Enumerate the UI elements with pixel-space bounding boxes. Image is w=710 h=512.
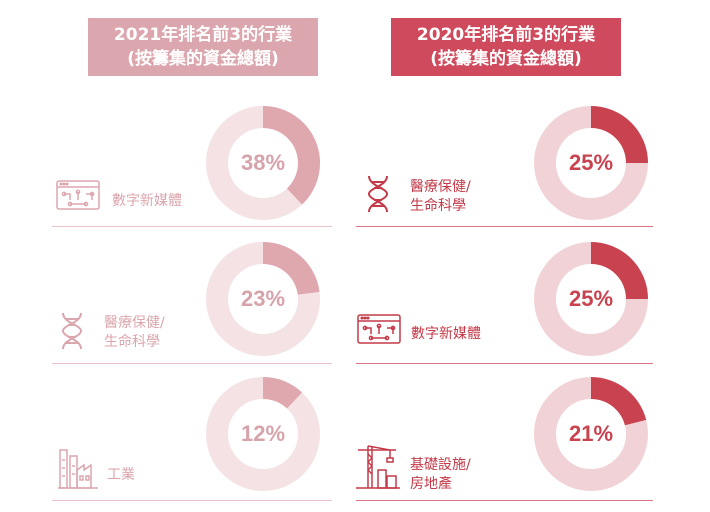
donut-2021-healthcare: 23%	[204, 240, 322, 358]
donut-segment	[591, 242, 648, 299]
industry-label-2020-row3: 基礎設施/ 房地產	[410, 457, 471, 492]
donut-value-label: 38%	[240, 150, 286, 175]
row-divider	[356, 363, 653, 364]
donut-value-label: 23%	[240, 286, 286, 311]
industry-label-2021-row2: 醫療保健/ 生命科學	[104, 315, 165, 350]
donut-2021-digital-media: 38%	[204, 104, 322, 222]
donut-value-label: 25%	[568, 286, 614, 311]
row-divider	[52, 363, 332, 364]
header-2020-title: 2020年排名前3的行業	[416, 25, 596, 45]
donut-value-label: 21%	[568, 421, 614, 446]
donut-segment	[263, 377, 303, 409]
donut-svg	[206, 106, 320, 220]
donut-value-label: 25%	[568, 150, 614, 175]
donut-2020-infrastructure: 21%	[532, 375, 650, 493]
header-2021-title: 2021年排名前3的行業	[113, 25, 293, 45]
row-divider	[52, 500, 332, 501]
crane-icon	[356, 445, 400, 489]
donut-svg	[534, 106, 648, 220]
donut-segment	[591, 377, 647, 426]
donut-segment	[263, 242, 320, 295]
donut-svg	[534, 242, 648, 356]
donut-2020-healthcare: 25%	[532, 104, 650, 222]
donut-svg	[206, 242, 320, 356]
dna-icon	[61, 312, 83, 350]
donut-segment	[263, 106, 320, 205]
donut-svg	[534, 377, 648, 491]
header-2021: 2021年排名前3的行業 (按籌集的資金總額)	[88, 18, 318, 76]
row-divider	[356, 226, 653, 227]
industry-label-2020-row1: 醫療保健/ 生命科學	[410, 179, 471, 214]
donut-2020-digital-media: 25%	[532, 240, 650, 358]
digital-media-icon	[357, 314, 401, 344]
digital-media-icon	[56, 180, 100, 210]
row-divider	[52, 226, 332, 227]
donut-2021-industrial: 12%	[204, 375, 322, 493]
donut-svg	[206, 377, 320, 491]
donut-value-label: 12%	[240, 421, 286, 446]
industry-label-2021-row1: 數字新媒體	[112, 193, 182, 209]
industry-label-2020-row2: 數字新媒體	[411, 326, 481, 342]
dna-icon	[367, 175, 389, 213]
donut-segment	[591, 106, 648, 163]
industry-label-2021-row3: 工業	[107, 467, 135, 483]
header-2020-subtitle: (按籌集的資金總額)	[430, 49, 582, 69]
row-divider	[356, 500, 653, 501]
factory-icon	[58, 449, 98, 489]
header-2021-subtitle: (按籌集的資金總額)	[127, 49, 279, 69]
header-2020: 2020年排名前3的行業 (按籌集的資金總額)	[391, 18, 621, 76]
